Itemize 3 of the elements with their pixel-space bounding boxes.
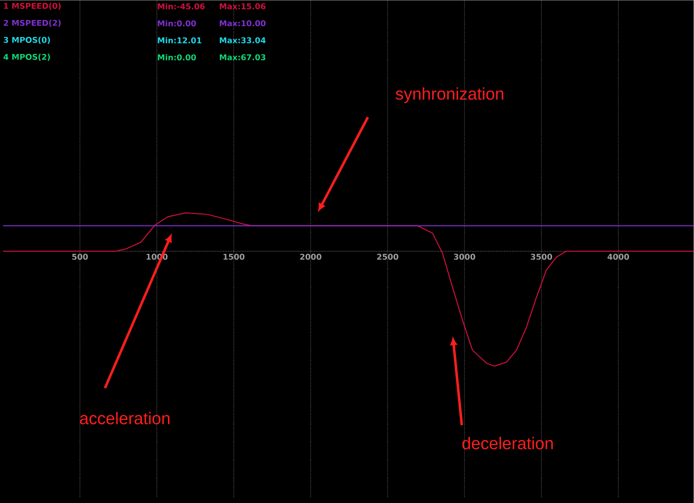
text: acceleration: [80, 412, 170, 424]
text: synhronization: [396, 87, 504, 104]
text: deceleration: [462, 436, 553, 450]
